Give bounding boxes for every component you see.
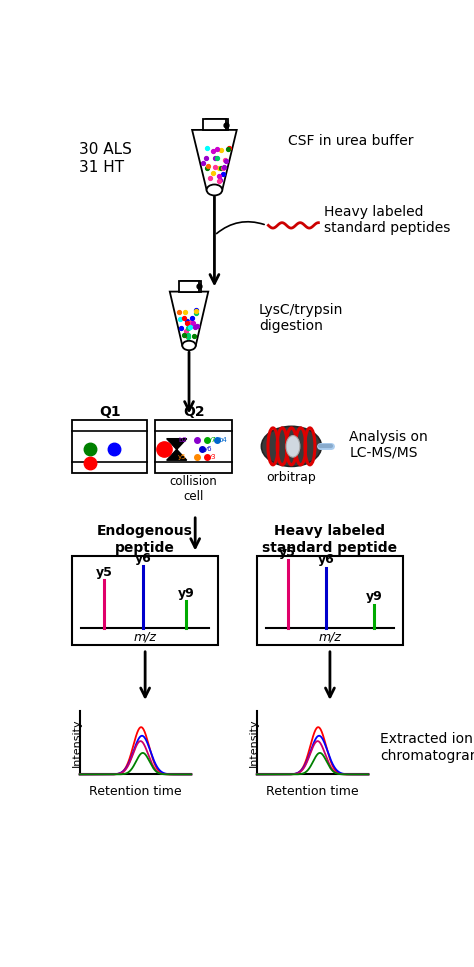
- Bar: [72, 556, 219, 645]
- Text: Intensity: Intensity: [249, 718, 259, 767]
- Text: Heavy labeled
standard peptides: Heavy labeled standard peptides: [324, 205, 450, 235]
- Text: Q2: Q2: [183, 405, 204, 420]
- Text: y5: y5: [96, 566, 113, 579]
- Text: Q1: Q1: [99, 405, 120, 420]
- Text: Extracted ion
chromatogram: Extracted ion chromatogram: [380, 732, 474, 763]
- Polygon shape: [167, 439, 187, 460]
- Text: y6: y6: [204, 447, 212, 453]
- Text: b2: b2: [178, 437, 187, 443]
- Text: 30 ALS
31 HT: 30 ALS 31 HT: [79, 142, 131, 175]
- Polygon shape: [179, 280, 199, 292]
- Text: y7: y7: [208, 437, 217, 443]
- Bar: [155, 421, 232, 473]
- Text: m/z: m/z: [134, 630, 156, 644]
- Text: y6: y6: [135, 552, 151, 565]
- Text: m/z: m/z: [319, 630, 341, 644]
- Text: y9: y9: [365, 591, 382, 603]
- Bar: [206, 119, 228, 130]
- Text: CSF in urea buffer: CSF in urea buffer: [288, 133, 413, 148]
- Text: y5: y5: [279, 545, 296, 559]
- Bar: [257, 556, 403, 645]
- Bar: [72, 421, 147, 473]
- Text: Endogenous
peptide: Endogenous peptide: [97, 524, 193, 555]
- Text: y5: y5: [178, 454, 187, 460]
- Text: b4: b4: [219, 437, 227, 443]
- Polygon shape: [203, 119, 226, 130]
- Text: y6: y6: [318, 553, 335, 567]
- Bar: [182, 280, 201, 292]
- Ellipse shape: [286, 435, 300, 457]
- Text: orbitrap: orbitrap: [266, 471, 316, 484]
- Polygon shape: [192, 130, 237, 190]
- Text: Retention time: Retention time: [89, 785, 182, 798]
- Text: Analysis on
LC-MS/MS: Analysis on LC-MS/MS: [349, 429, 428, 460]
- Text: Retention time: Retention time: [266, 785, 359, 798]
- Text: y3: y3: [208, 454, 217, 460]
- Text: Heavy labeled
standard peptide: Heavy labeled standard peptide: [263, 524, 398, 555]
- Polygon shape: [170, 292, 208, 345]
- Text: Intensity: Intensity: [72, 718, 82, 767]
- Text: y9: y9: [178, 587, 194, 600]
- Text: collision
cell: collision cell: [170, 476, 218, 504]
- Ellipse shape: [261, 426, 321, 466]
- Ellipse shape: [207, 185, 222, 195]
- Text: LysC/trypsin
digestion: LysC/trypsin digestion: [259, 303, 344, 333]
- Ellipse shape: [182, 340, 196, 350]
